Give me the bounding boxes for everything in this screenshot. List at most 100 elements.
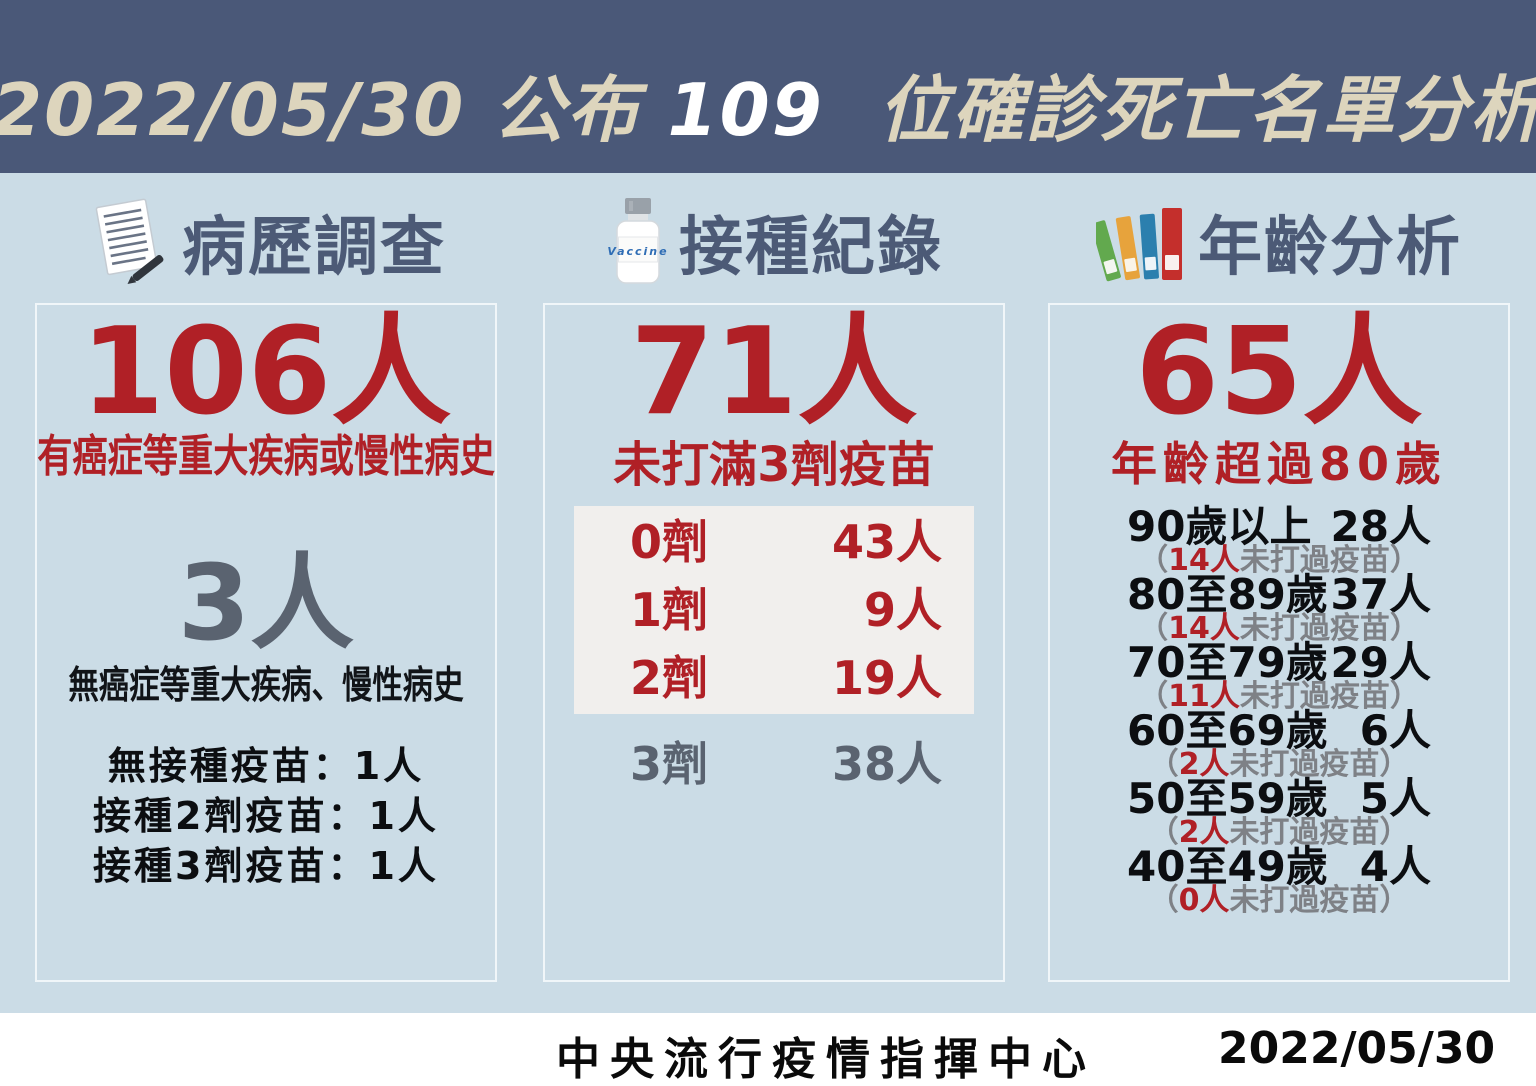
dose-row: 0劑 43人 [574, 508, 974, 576]
unvax-label: 未打過疫苗 [1239, 542, 1390, 578]
age-range: 70至79歲 [1127, 637, 1328, 687]
paren-close: ） [1379, 814, 1410, 850]
paren-open: （ [1138, 542, 1169, 578]
history-detail-line: 接種2劑疫苗：1人 [93, 794, 439, 839]
history-secondary-label: 無癌症等重大疾病、慢性病史 [68, 663, 464, 708]
dose-label: 2劑 [630, 650, 709, 705]
page-title: 2022/05/30 公布 109 位確診死亡名單分析 [0, 17, 1536, 156]
age-primary-count: 65人 [1135, 303, 1423, 442]
dose-count: 9人 [863, 582, 942, 637]
history-primary-label: 有癌症等重大疾病或慢性病史 [37, 431, 495, 482]
paren-close: ） [1379, 882, 1410, 918]
unvax-count: 14人 [1168, 542, 1240, 578]
paren-close: ） [1389, 610, 1420, 646]
age-range-row: 80至89歲 37人 [1127, 569, 1431, 619]
paren-open: （ [1148, 882, 1179, 918]
age-unvaccinated-note: （11人未打過疫苗） [1138, 681, 1420, 711]
age-range-row: 70至79歲 29人 [1127, 637, 1431, 687]
age-range: 60至69歲 [1127, 705, 1328, 755]
age-count: 4人 [1359, 841, 1431, 891]
age-header: 年齡分析 [1048, 183, 1510, 301]
age-range-row: 60至69歲 6人 [1127, 705, 1431, 755]
paren-close: ） [1389, 678, 1420, 714]
footer-bar: 中央流行疫情指揮中心 2022/05/30 [0, 1013, 1536, 1086]
dose-count: 38人 [831, 736, 942, 791]
dose-row: 2劑 19人 [574, 644, 974, 712]
unvax-label: 未打過疫苗 [1239, 678, 1390, 714]
age-unvaccinated-note: （2人未打過疫苗） [1149, 749, 1410, 779]
unvax-label: 未打過疫苗 [1229, 814, 1380, 850]
age-range: 80至89歲 [1127, 569, 1328, 619]
vaccine-vial-label: Vaccine [607, 245, 668, 258]
age-range-row: 50至59歲 5人 [1127, 773, 1431, 823]
vaccination-primary-label: 未打滿3劑疫苗 [613, 437, 935, 493]
unvax-label: 未打過疫苗 [1229, 882, 1380, 918]
document-pen-icon [95, 198, 164, 285]
age-header-label: 年齡分析 [1198, 211, 1462, 285]
dose-count: 43人 [831, 514, 942, 569]
age-count: 29人 [1330, 637, 1431, 687]
age-unvaccinated-note: （14人未打過疫苗） [1138, 545, 1420, 575]
age-count: 5人 [1359, 773, 1431, 823]
age-range: 40至49歲 [1127, 841, 1328, 891]
age-group: 50至59歲 5人 （2人未打過疫苗） [1127, 773, 1431, 847]
history-secondary-count: 3人 [177, 542, 355, 665]
unvax-label: 未打過疫苗 [1229, 746, 1380, 782]
dose-label: 1劑 [630, 582, 709, 637]
paren-open: （ [1138, 678, 1169, 714]
dose-highlight-box: 0劑 43人 1劑 9人 2劑 19人 [574, 505, 974, 714]
unvax-label: 未打過疫苗 [1239, 610, 1390, 646]
history-primary-count: 106人 [80, 303, 452, 442]
paren-close: ） [1379, 746, 1410, 782]
age-range-row: 40至49歲 4人 [1127, 841, 1431, 891]
age-group: 40至49歲 4人 （0人未打過疫苗） [1127, 841, 1431, 915]
unvax-count: 2人 [1178, 814, 1230, 850]
age-range-row: 90歲以上 28人 [1127, 501, 1431, 551]
age-unvaccinated-note: （14人未打過疫苗） [1138, 613, 1420, 643]
age-group-list: 90歲以上 28人 （14人未打過疫苗） 80至89歲 37人 （14人未打過疫… [1048, 501, 1510, 915]
history-detail-line: 無接種疫苗：1人 [107, 744, 425, 789]
age-unvaccinated-note: （2人未打過疫苗） [1149, 817, 1410, 847]
footer-date: 2022/05/30 [1218, 1023, 1496, 1074]
age-range: 90歲以上 [1127, 501, 1312, 551]
top-banner: 2022/05/30 公布 109 位確診死亡名單分析 [0, 0, 1536, 173]
age-range: 50至59歲 [1127, 773, 1328, 823]
vaccination-panel: 71人 未打滿3劑疫苗 0劑 43人 1劑 9人 2劑 19人 3劑 38人 [543, 303, 1005, 982]
title-suffix: 位確診死亡名單分析 [823, 68, 1536, 152]
history-panel: 106人 有癌症等重大疾病或慢性病史 3人 無癌症等重大疾病、慢性病史 無接種疫… [35, 303, 497, 982]
age-group: 70至79歲 29人 （11人未打過疫苗） [1127, 637, 1431, 711]
age-count: 37人 [1330, 569, 1431, 619]
footer-organization: 中央流行疫情指揮中心 [556, 1034, 1096, 1085]
paren-open: （ [1148, 746, 1179, 782]
dose-row: 1劑 9人 [574, 576, 974, 644]
title-prefix: 2022/05/30 公布 [0, 68, 668, 152]
history-detail-list: 無接種疫苗：1人 接種2劑疫苗：1人 接種3劑疫苗：1人 [93, 741, 439, 891]
age-group: 60至69歲 6人 （2人未打過疫苗） [1127, 705, 1431, 779]
dose-row-three-doses: 3劑 38人 [574, 730, 974, 798]
paren-close: ） [1389, 542, 1420, 578]
age-unvaccinated-note: （0人未打過疫苗） [1149, 885, 1410, 915]
vaccination-header: Vaccine 接種紀錄 [543, 183, 1005, 301]
vaccine-vial-icon: Vaccine [607, 198, 668, 284]
history-header: 病歷調查 [35, 183, 497, 301]
paren-open: （ [1138, 610, 1169, 646]
age-panel: 65人 年齡超過80歲 90歲以上 28人 （14人未打過疫苗） 80至89歲 … [1048, 303, 1510, 982]
unvax-count: 14人 [1168, 610, 1240, 646]
vaccination-header-label: 接種紀錄 [679, 211, 943, 285]
history-header-label: 病歷調查 [182, 211, 446, 285]
dose-count: 19人 [831, 650, 942, 705]
unvax-count: 2人 [1178, 746, 1230, 782]
age-count: 28人 [1330, 501, 1431, 551]
history-detail-line: 接種3劑疫苗：1人 [93, 844, 439, 889]
unvax-count: 11人 [1168, 678, 1240, 714]
age-group: 80至89歲 37人 （14人未打過疫苗） [1127, 569, 1431, 643]
books-icon [1096, 208, 1182, 282]
age-group: 90歲以上 28人 （14人未打過疫苗） [1127, 501, 1431, 575]
age-primary-label: 年齡超過80歲 [1110, 437, 1447, 491]
unvax-count: 0人 [1178, 882, 1230, 918]
title-count: 109 [667, 68, 824, 152]
age-count: 6人 [1359, 705, 1431, 755]
dose-label: 0劑 [630, 514, 709, 569]
vaccination-primary-count: 71人 [630, 303, 918, 442]
